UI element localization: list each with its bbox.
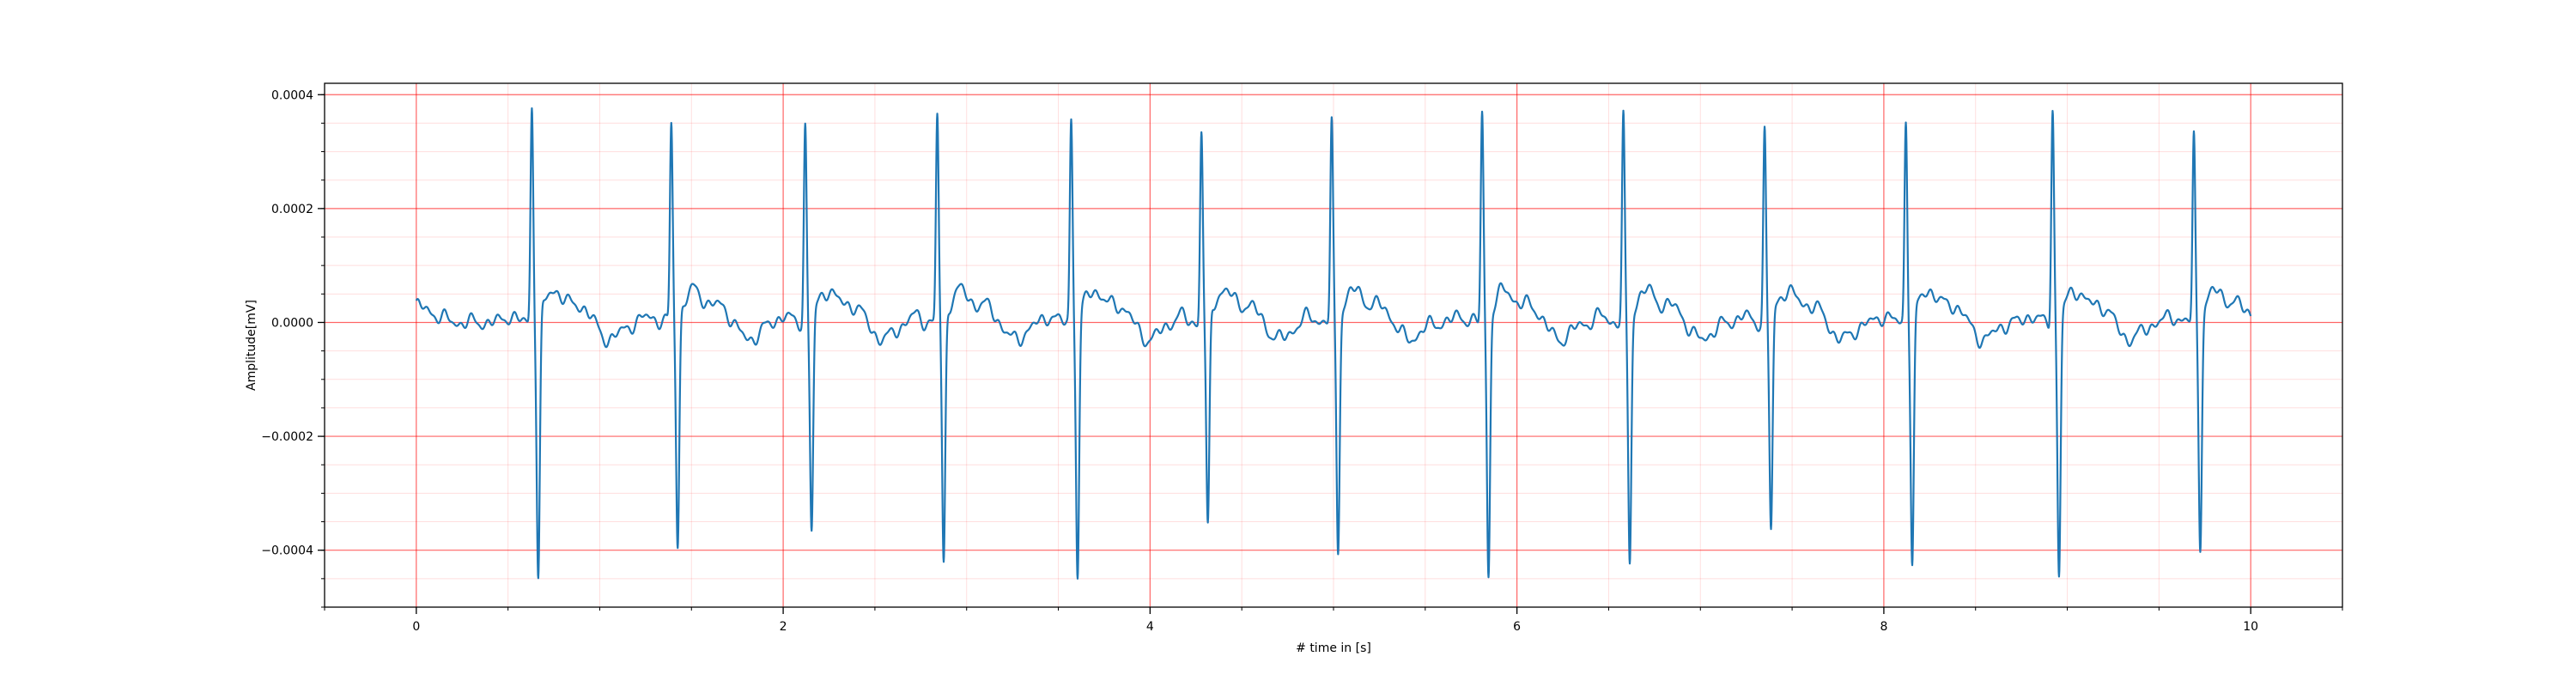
ecg-signal-line (415, 107, 2252, 580)
x-axis-ticks: 0 2 4 6 8 10 (324, 607, 2343, 634)
y-axis-ticks: −0.0004 −0.0002 0.0000 0.0002 0.0004 (261, 88, 325, 608)
major-grid (325, 83, 2342, 607)
y-tick-label: 0.0004 (271, 88, 313, 102)
y-tick-label: 0.0000 (271, 316, 313, 330)
y-tick-label: −0.0004 (261, 544, 313, 558)
x-axis-label: # time in [s] (1296, 641, 1371, 655)
x-tick-label: 6 (1513, 620, 1521, 634)
y-axis-label: Amplitude[mV] (245, 300, 258, 391)
x-tick-label: 4 (1146, 620, 1154, 634)
y-tick-label: 0.0002 (271, 203, 313, 216)
x-tick-label: 0 (412, 620, 420, 634)
x-tick-label: 2 (780, 620, 787, 634)
x-tick-label: 10 (2243, 620, 2258, 634)
x-tick-label: 8 (1880, 620, 1887, 634)
y-tick-label: −0.0002 (261, 430, 313, 444)
